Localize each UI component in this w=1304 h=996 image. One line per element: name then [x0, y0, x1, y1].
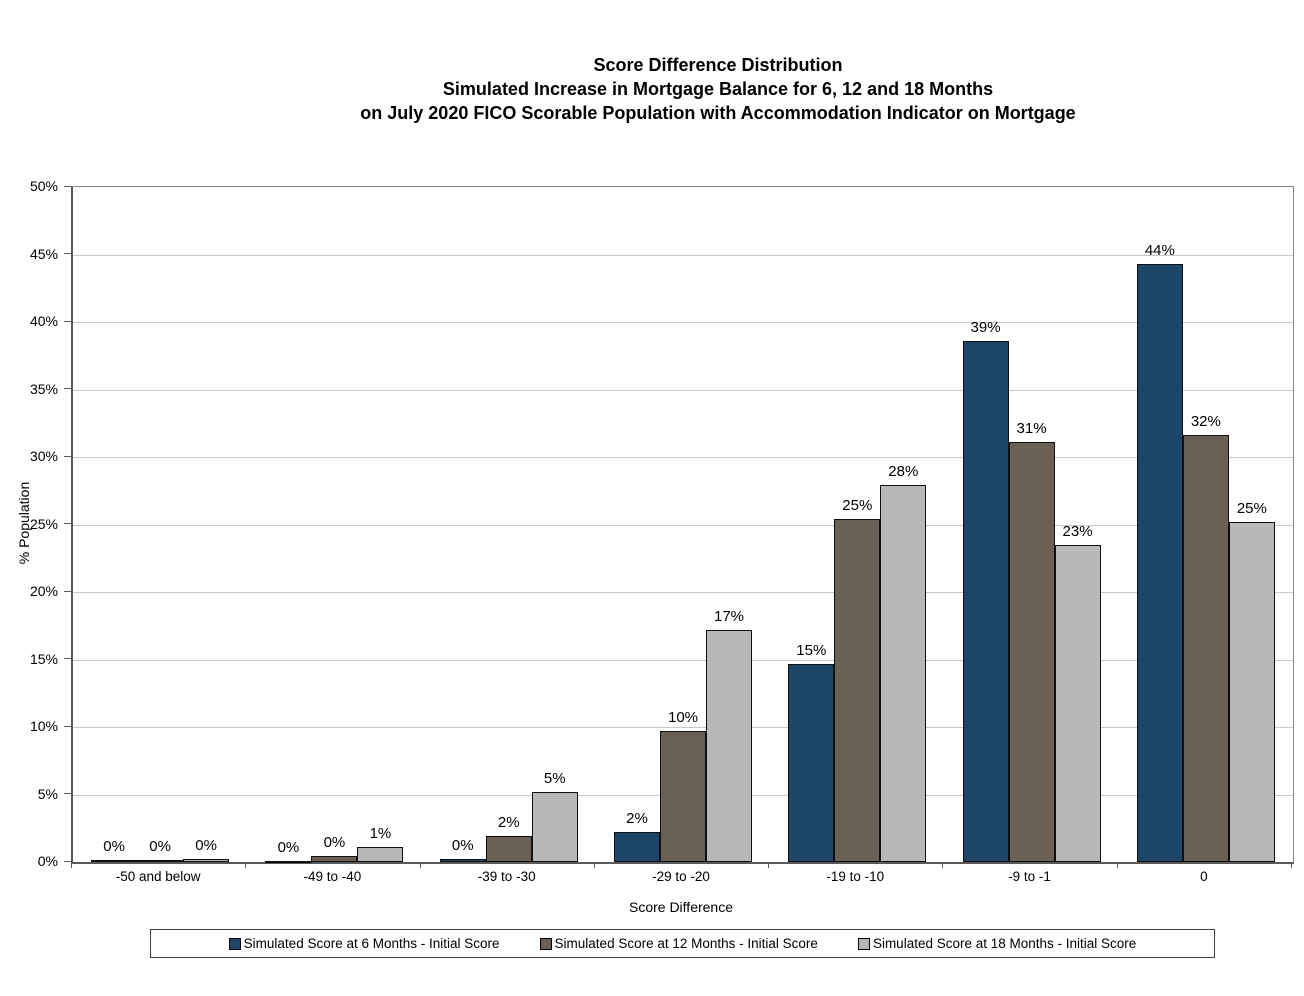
bar-value-label: 5% — [543, 769, 566, 787]
bar-value-label: 2% — [626, 810, 648, 828]
bar-value-label: 0% — [277, 838, 300, 856]
chart-title-line2: Simulated Increase in Mortgage Balance f… — [442, 79, 994, 99]
gridline — [73, 659, 1293, 661]
y-tick-mark — [64, 793, 71, 794]
bar — [137, 859, 184, 862]
bar — [311, 855, 358, 862]
bar-value-label: 28% — [888, 463, 919, 481]
bar-value-label: 31% — [1016, 420, 1047, 438]
bar — [1136, 263, 1183, 862]
gridline — [73, 389, 1293, 391]
x-tick-label: -29 to -20 — [652, 869, 710, 884]
bar — [880, 485, 927, 862]
y-tick-mark — [64, 860, 71, 862]
bar-value-label: 15% — [796, 641, 827, 659]
x-axis-title: Score Difference — [628, 899, 733, 915]
chart-title-line3: on July 2020 FICO Scorable Population wi… — [360, 103, 1076, 123]
bar — [1054, 544, 1101, 862]
y-tick-label: 30% — [29, 448, 58, 464]
x-tick-label: -19 to -10 — [826, 869, 885, 884]
x-tick-label: -39 to -30 — [477, 869, 536, 884]
y-axis-title: % Population — [16, 481, 32, 565]
legend-entry: Simulated Score at 6 Months - Initial Sc… — [228, 936, 500, 951]
y-tick-label: 20% — [29, 583, 58, 599]
bar-value-label: 0% — [195, 837, 217, 855]
x-tick-label: -49 to -40 — [303, 869, 362, 884]
bar-value-label: 32% — [1190, 413, 1221, 431]
y-tick-label: 15% — [29, 650, 58, 667]
y-tick-mark — [64, 388, 71, 389]
bar-value-label: 2% — [497, 814, 520, 832]
chart-title-line1: Score Difference Distribution — [593, 55, 843, 75]
bar-value-label: 0% — [451, 836, 474, 854]
legend-entry: Simulated Score at 18 Months - Initial S… — [857, 936, 1137, 951]
y-tick-mark — [64, 725, 71, 727]
bar-value-label: 25% — [842, 497, 873, 515]
bar-value-label: 0% — [323, 833, 346, 851]
y-tick-label: 40% — [29, 313, 58, 329]
legend-label: Simulated Score at 6 Months - Initial Sc… — [243, 936, 500, 951]
y-tick-label: 50% — [29, 178, 58, 194]
legend-marker-icon — [539, 937, 552, 950]
y-tick-label: 10% — [29, 718, 58, 734]
bar-value-label: 0% — [103, 837, 125, 855]
legend: Simulated Score at 6 Months - Initial Sc… — [150, 929, 1215, 958]
bar — [265, 860, 312, 863]
y-tick-label: 5% — [37, 785, 58, 802]
bar-value-label: 25% — [1236, 499, 1267, 517]
y-tick-mark — [64, 185, 71, 187]
x-tick-label: -9 to -1 — [1008, 869, 1051, 884]
bar — [962, 340, 1009, 862]
bar-value-label: 23% — [1062, 522, 1093, 540]
y-tick-mark — [64, 320, 71, 322]
y-tick-label: 45% — [29, 245, 58, 262]
bar — [91, 859, 138, 862]
x-tick-label: -50 and below — [115, 869, 201, 884]
plot-area: 0% 0% 0% 0% 0% 1% 0% 2% 5% 2% 10% 17% 15% 25% 28% 39% 31… — [71, 186, 1294, 864]
bar — [357, 847, 404, 862]
bar-value-label: 0% — [149, 837, 171, 855]
y-tick-mark — [64, 658, 71, 659]
bar — [439, 858, 486, 862]
gridline — [73, 592, 1293, 593]
bar — [834, 519, 881, 862]
bar — [614, 832, 660, 862]
legend-entry: Simulated Score at 12 Months - Initial S… — [539, 936, 818, 951]
legend-marker-icon — [857, 937, 870, 950]
bar — [706, 629, 752, 862]
chart-title: Score Difference Distribution Simulated … — [132, 53, 1304, 125]
y-tick-label: 35% — [29, 380, 58, 397]
y-tick-mark — [64, 253, 71, 254]
x-tick-label: 0 — [1200, 869, 1208, 884]
bar — [183, 859, 230, 862]
legend-label: Simulated Score at 12 Months - Initial S… — [554, 936, 818, 951]
bar — [1182, 435, 1229, 862]
bar — [485, 836, 532, 862]
y-tick-mark — [64, 523, 71, 524]
legend-label: Simulated Score at 18 Months - Initial S… — [872, 936, 1137, 951]
gridline — [73, 254, 1293, 256]
y-tick-mark — [64, 590, 71, 592]
bar-value-label: 44% — [1144, 241, 1175, 259]
y-tick-label: 0% — [37, 853, 58, 869]
bar-value-label: 10% — [667, 709, 699, 727]
bar — [531, 791, 578, 862]
gridline — [73, 524, 1293, 526]
bar — [1228, 521, 1275, 862]
bar — [660, 731, 706, 862]
bar-value-label: 39% — [970, 318, 1001, 336]
y-tick-mark — [64, 455, 71, 457]
bar-value-label: 17% — [713, 607, 745, 625]
bar-value-label: 1% — [369, 825, 392, 843]
gridline — [73, 457, 1293, 458]
legend-marker-icon — [228, 937, 241, 950]
gridline — [73, 322, 1293, 323]
bar — [1008, 442, 1055, 862]
gridline — [73, 727, 1293, 728]
bar — [788, 663, 835, 862]
